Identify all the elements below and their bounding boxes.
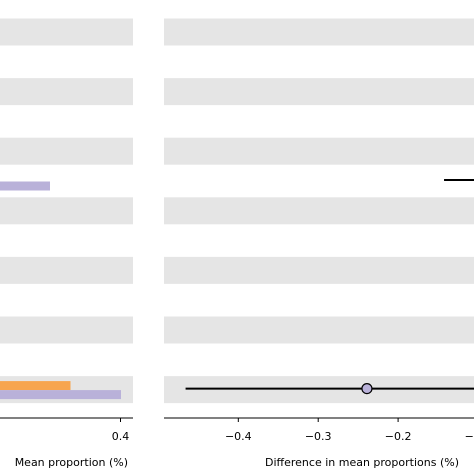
- row-band: [164, 18, 474, 46]
- row-band: [164, 316, 474, 344]
- x-tick-label: −0.3: [305, 430, 332, 443]
- mean-marker: [361, 383, 373, 395]
- bar: [0, 390, 121, 400]
- row-band: [0, 316, 133, 344]
- row-band: [0, 256, 133, 284]
- row-band: [164, 256, 474, 284]
- row-band: [164, 78, 474, 106]
- row-band: [0, 78, 133, 106]
- x-tick-label: −0.4: [225, 430, 252, 443]
- row-band: [0, 18, 133, 46]
- row-band: [164, 197, 474, 225]
- row-band: [0, 137, 133, 165]
- x-tick-label: −0.2: [385, 430, 412, 443]
- x-tick-label: 0.4: [112, 430, 130, 443]
- row-band: [164, 137, 474, 165]
- x-tick-label: −0.1: [465, 430, 474, 443]
- x-axis-label: Mean proportion (%): [15, 456, 128, 469]
- bar: [0, 381, 71, 391]
- x-axis-label: Difference in mean proportions (%): [265, 456, 459, 469]
- bar: [0, 181, 50, 191]
- row-band: [0, 197, 133, 225]
